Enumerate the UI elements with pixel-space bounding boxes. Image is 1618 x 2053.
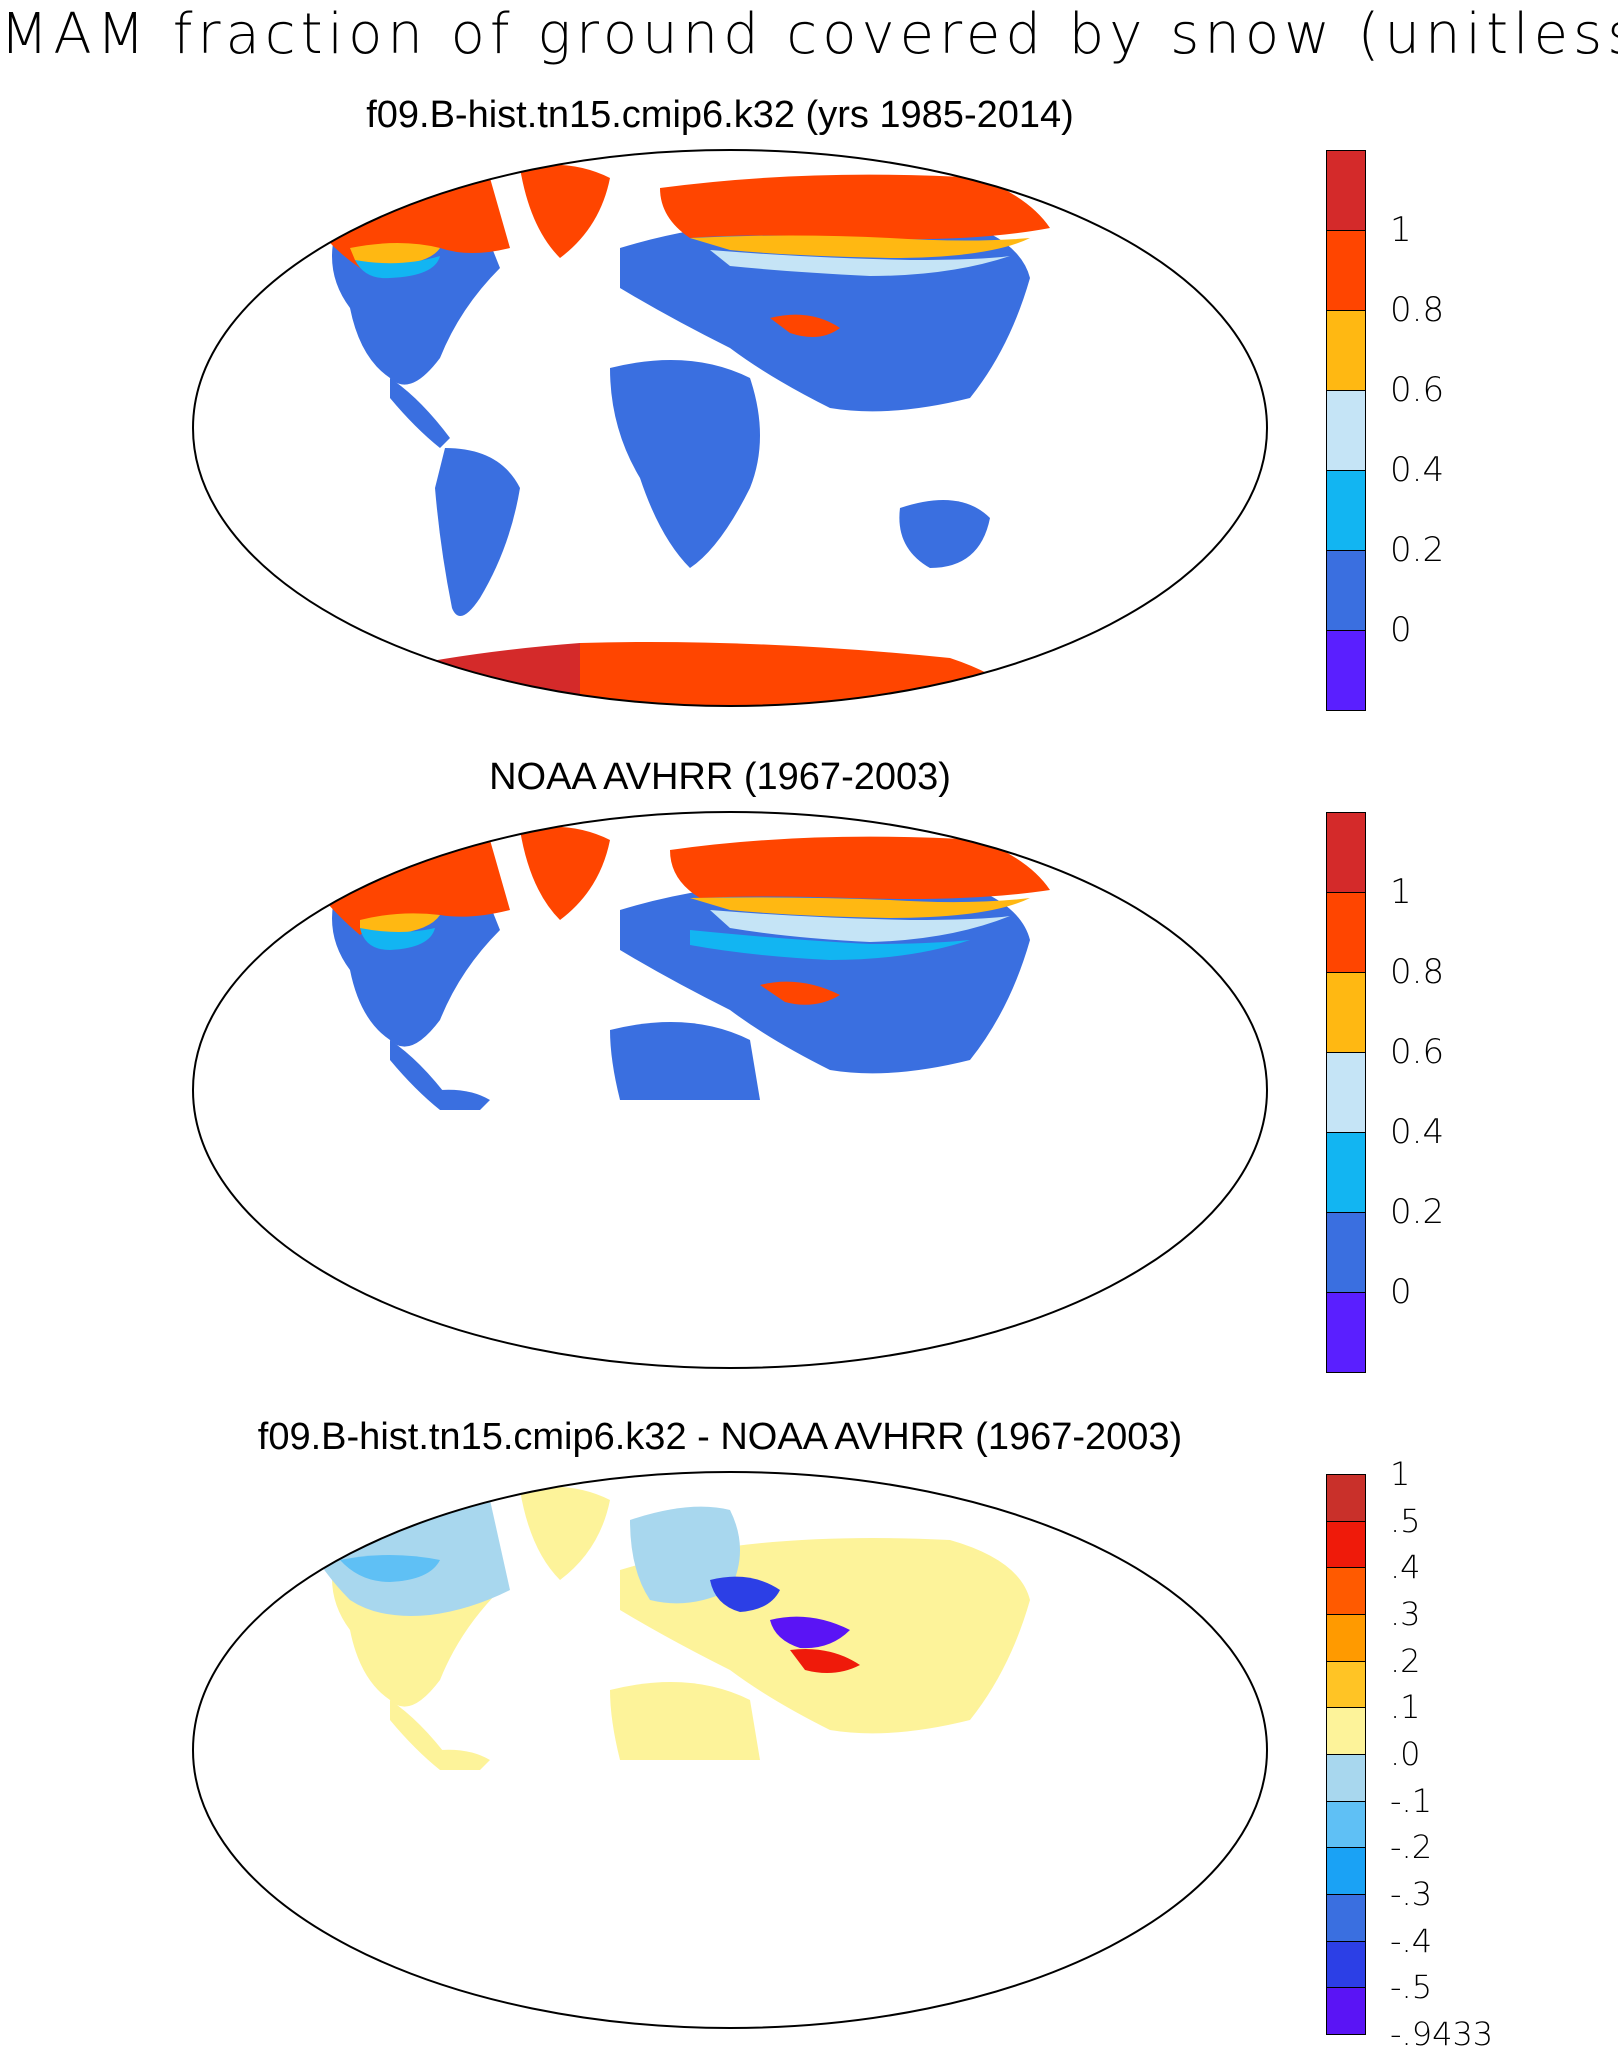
colorbar-swatch — [1326, 1988, 1366, 2035]
antarctica-east — [580, 642, 1030, 706]
greenland-snow — [520, 826, 610, 920]
colorbar-tick-label: 0.6 — [1390, 370, 1445, 410]
colorbar-tick-label: 1 — [1390, 210, 1412, 250]
colorbar-swatch — [1326, 1661, 1366, 1709]
colorbar-tick-label: 0.8 — [1390, 952, 1445, 992]
africa-land — [610, 360, 760, 568]
south-america-land — [435, 448, 520, 616]
colorbar-tick-label: .5 — [1390, 1501, 1421, 1540]
world-map-observation — [192, 811, 1268, 1369]
panel-3-title: f09.B-hist.tn15.cmip6.k32 - NOAA AVHRR (… — [257, 1416, 1183, 1458]
colorbar-swatch — [1326, 1941, 1366, 1989]
europe-diff-negative — [630, 1506, 740, 1604]
figure-title: MAM fraction of ground covered by snow (… — [0, 2, 1618, 67]
central-america-land — [390, 1040, 450, 1110]
colorbar-swatch — [1326, 311, 1366, 391]
north-africa-diff — [610, 1682, 760, 1760]
colorbar-tick-label: -.1 — [1390, 1781, 1433, 1820]
greenland-snow — [520, 164, 610, 258]
eurasia-snow-light — [710, 910, 1010, 942]
tibet-snow — [760, 981, 840, 1005]
antarctica-west — [350, 643, 580, 706]
colorbar-tick-label: 0 — [1390, 610, 1412, 650]
eurasia-snow-high — [660, 174, 1050, 240]
panel-2-title: NOAA AVHRR (1967-2003) — [489, 756, 951, 798]
central-america-diff — [390, 1700, 450, 1770]
colorbar-swatch — [1326, 973, 1366, 1053]
colorbar-swatch — [1326, 471, 1366, 551]
caribbean-coast-diff — [440, 1749, 490, 1770]
north-africa-land — [610, 1022, 760, 1100]
colorbar-tick-label: -.4 — [1390, 1921, 1433, 1960]
colorbar-swatch — [1326, 1708, 1366, 1755]
colorbar-tick-label: .0 — [1390, 1735, 1421, 1773]
colorbar-tick-label: -.2 — [1390, 1828, 1433, 1867]
colorbar-swatch — [1326, 1474, 1366, 1522]
panel-1-colorbar — [1326, 150, 1366, 711]
north-america-snow-low — [355, 256, 440, 279]
panel-2-map — [190, 810, 1270, 1370]
colorbar-tick-label: .3 — [1390, 1595, 1421, 1633]
colorbar-swatch — [1326, 631, 1366, 711]
colorbar-swatch — [1326, 1568, 1366, 1615]
colorbar-swatch — [1326, 1614, 1366, 1662]
greenland-diff — [520, 1486, 610, 1580]
panel-3-map — [190, 1470, 1270, 2030]
colorbar-swatch — [1326, 1801, 1366, 1849]
panel-3-colorbar — [1326, 1474, 1366, 2035]
eurasia-snow-low — [690, 930, 970, 960]
colorbar-swatch — [1326, 1053, 1366, 1133]
colorbar-tick-label: 0.2 — [1390, 1192, 1445, 1232]
colorbar-swatch — [1326, 391, 1366, 471]
caribbean-coast-land — [440, 1089, 490, 1110]
colorbar-tick-label: .4 — [1390, 1548, 1421, 1587]
colorbar-tick-label: -.5 — [1390, 1968, 1433, 2007]
tibet-diff-positive — [790, 1649, 860, 1674]
colorbar-swatch — [1326, 1894, 1366, 1942]
colorbar-tick-label: 0.6 — [1390, 1032, 1445, 1072]
tibet-snow — [770, 314, 840, 337]
colorbar-tick-label: 1 — [1390, 1455, 1411, 1493]
colorbar-tick-label: 1 — [1390, 872, 1412, 912]
colorbar-swatch — [1326, 1521, 1366, 1569]
eurasia-snow-mid — [690, 897, 1030, 918]
colorbar-tick-label: -.3 — [1390, 1875, 1433, 1913]
eurasia-snow-high — [670, 836, 1050, 899]
world-map-difference — [192, 1471, 1268, 2029]
colorbar-tick-label: 0 — [1390, 1272, 1412, 1312]
australia-land — [899, 500, 990, 568]
world-map-model — [192, 149, 1268, 707]
colorbar-tick-label: 0.2 — [1390, 530, 1445, 570]
panel-1-title: f09.B-hist.tn15.cmip6.k32 (yrs 1985-2014… — [366, 94, 1074, 136]
colorbar-tick-label: 0.4 — [1390, 1112, 1445, 1152]
colorbar-swatch — [1326, 551, 1366, 631]
colorbar-swatch — [1326, 231, 1366, 311]
colorbar-swatch — [1326, 1293, 1366, 1373]
colorbar-tick-label: .2 — [1390, 1641, 1421, 1680]
central-america-land — [390, 378, 450, 448]
north-america-snow-low — [360, 928, 435, 950]
colorbar-swatch — [1326, 893, 1366, 973]
north-america-diff-negative-strong — [340, 1555, 440, 1582]
eurasia-snow-mid — [690, 235, 1030, 258]
panel-2-colorbar — [1326, 812, 1366, 1373]
colorbar-swatch — [1326, 150, 1366, 231]
tibet-diff-negative — [770, 1616, 850, 1649]
colorbar-tick-label: -.9433 — [1390, 2015, 1494, 2053]
eurasia-snow-light — [710, 250, 1010, 276]
colorbar-swatch — [1326, 1848, 1366, 1895]
colorbar-swatch — [1326, 812, 1366, 893]
central-asia-diff-negative — [710, 1576, 780, 1612]
colorbar-swatch — [1326, 1754, 1366, 1802]
colorbar-tick-label: .1 — [1390, 1688, 1421, 1727]
colorbar-tick-label: 0.8 — [1390, 290, 1445, 330]
colorbar-swatch — [1326, 1133, 1366, 1213]
colorbar-swatch — [1326, 1213, 1366, 1293]
panel-1-map — [190, 148, 1270, 708]
colorbar-tick-label: 0.4 — [1390, 450, 1445, 490]
north-america-snow-mid — [360, 913, 440, 935]
